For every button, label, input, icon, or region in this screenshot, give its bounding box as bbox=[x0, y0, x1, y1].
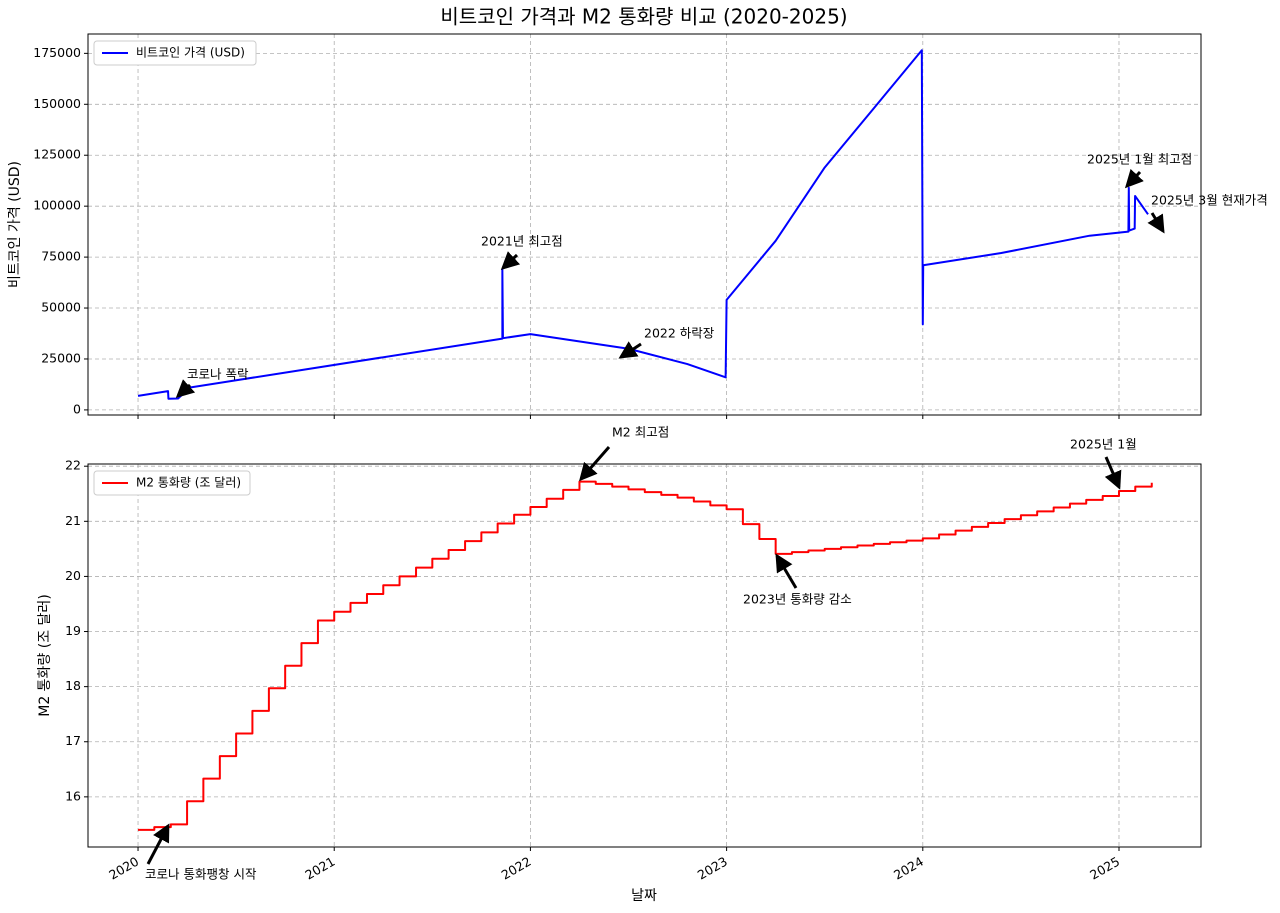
y-tick-label: 150000 bbox=[33, 96, 81, 111]
axes-frame bbox=[87, 33, 1202, 416]
y-tick-label: 50000 bbox=[41, 300, 81, 315]
x-tick-label: 2024 bbox=[891, 854, 926, 883]
y-tick-label: 18 bbox=[65, 678, 81, 693]
annotation: 2025년 1월 bbox=[1070, 437, 1137, 452]
annotation: 코로나 폭락 bbox=[187, 367, 249, 382]
legend-box bbox=[93, 470, 251, 496]
annotation: 2025년 3월 현재가격 bbox=[1151, 193, 1268, 208]
y-tick-label: 175000 bbox=[33, 45, 81, 60]
legend-label: M2 통화량 (조 달러) bbox=[136, 476, 241, 490]
annotation: 2021년 최고점 bbox=[481, 234, 563, 249]
y-tick-label: 100000 bbox=[33, 198, 81, 213]
x-tick-label: 2025 bbox=[1087, 854, 1122, 883]
axes-frame bbox=[87, 463, 1202, 848]
annotation-arrow bbox=[1124, 168, 1144, 189]
y-tick-label: 125000 bbox=[33, 147, 81, 162]
annotation-arrow bbox=[175, 379, 196, 399]
x-tick-label: 2023 bbox=[695, 854, 730, 883]
annotation: 2025년 1월 최고점 bbox=[1087, 152, 1192, 167]
y-tick-label: 16 bbox=[65, 788, 81, 803]
y-tick-label: 22 bbox=[65, 458, 81, 473]
y-axis-label: M2 통화량 (조 달러) bbox=[37, 594, 53, 717]
annotation: 2023년 통화량 감소 bbox=[743, 592, 852, 607]
y-axis-label: 비트코인 가격 (USD) bbox=[7, 161, 23, 288]
annotation: 코로나 통화팽창 시작 bbox=[145, 867, 257, 882]
legend-box bbox=[93, 40, 257, 66]
annotation-arrow bbox=[618, 341, 642, 359]
annotation-arrow bbox=[1104, 456, 1122, 490]
y-tick-label: 21 bbox=[65, 513, 81, 528]
annotation-arrow bbox=[579, 446, 611, 482]
x-tick-label: 2020 bbox=[106, 854, 141, 883]
annotation-arrow bbox=[775, 553, 798, 589]
legend-label: 비트코인 가격 (USD) bbox=[136, 46, 245, 60]
annotation-arrow bbox=[1147, 212, 1165, 234]
y-tick-label: 0 bbox=[73, 401, 81, 416]
annotation: 2022 하락장 bbox=[644, 326, 715, 341]
y-tick-label: 19 bbox=[65, 623, 81, 638]
y-tick-label: 17 bbox=[65, 733, 81, 748]
x-axis-label: 날짜 bbox=[631, 888, 657, 904]
chart-title: 비트코인 가격과 M2 통화량 비교 (2020-2025) bbox=[440, 5, 847, 29]
x-tick-label: 2021 bbox=[302, 854, 337, 883]
y-tick-label: 75000 bbox=[41, 249, 81, 264]
annotation-arrow bbox=[500, 251, 521, 271]
y-tick-label: 20 bbox=[65, 568, 81, 583]
series-line bbox=[138, 480, 1153, 831]
series-line bbox=[137, 49, 1149, 400]
y-tick-label: 25000 bbox=[41, 350, 81, 365]
annotation: M2 최고점 bbox=[612, 425, 669, 440]
annotation-arrow bbox=[146, 823, 170, 865]
x-tick-label: 2022 bbox=[499, 854, 534, 883]
